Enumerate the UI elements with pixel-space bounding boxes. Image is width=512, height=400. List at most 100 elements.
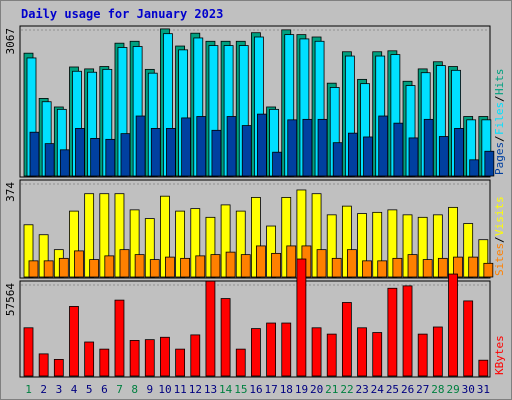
bar-pages-day-31 [484, 150, 495, 177]
bar-kbytes-day-18 [281, 322, 292, 377]
x-tick-label-day-24: 24 [371, 383, 385, 396]
bar-visits-day-10 [160, 195, 170, 278]
bar-sites-day-31 [483, 262, 494, 278]
bar-pages-day-13 [211, 129, 222, 177]
bar-kbytes-day-24 [372, 332, 383, 377]
bar-pages-day-5 [90, 137, 101, 177]
bar-kbytes-day-17 [266, 322, 276, 377]
bar-visits-day-17 [266, 225, 276, 278]
x-tick-label-day-7: 7 [116, 383, 123, 396]
bar-pages-day-29 [454, 127, 464, 177]
legend-separator: / [493, 135, 506, 142]
bar-pages-day-27 [423, 118, 434, 177]
bar-kbytes-day-14 [220, 298, 231, 377]
bar-pages-day-23 [363, 136, 373, 177]
y-max-label: 374 [4, 182, 17, 202]
x-tick-label-day-5: 5 [86, 383, 93, 396]
bar-sites-day-24 [377, 260, 388, 278]
bar-visits-day-24 [372, 211, 383, 278]
bar-sites-day-6 [104, 255, 115, 278]
bar-pages-day-9 [150, 127, 161, 177]
x-tick-label-day-2: 2 [40, 383, 47, 396]
bar-kbytes-day-19 [296, 258, 307, 377]
bar-sites-day-29 [453, 256, 463, 278]
legend-hits: Hits [493, 69, 506, 96]
panel-frame-top [19, 25, 491, 178]
bar-kbytes-day-9 [144, 339, 155, 377]
bar-sites-day-28 [437, 257, 448, 278]
bar-sites-day-9 [149, 259, 160, 278]
bar-kbytes-day-1 [23, 327, 34, 377]
bar-pages-day-1 [29, 131, 40, 177]
bar-visits-day-27 [417, 216, 428, 278]
bar-visits-day-5 [84, 193, 95, 278]
bar-visits-day-25 [387, 209, 398, 278]
bar-pages-day-15 [241, 125, 252, 177]
bar-pages-day-30 [469, 159, 480, 177]
legend-separator: / [493, 95, 506, 102]
bar-visits-day-21 [326, 214, 337, 278]
bar-kbytes-day-8 [129, 340, 140, 377]
x-tick-label-day-21: 21 [325, 383, 338, 396]
bar-kbytes-day-13 [205, 280, 216, 377]
bar-sites-day-8 [134, 254, 145, 278]
x-tick-label-day-12: 12 [189, 383, 202, 396]
bar-sites-day-5 [89, 259, 100, 278]
bar-visits-day-12 [190, 208, 201, 278]
x-tick-label-day-8: 8 [131, 383, 138, 396]
bar-kbytes-day-22 [341, 302, 352, 377]
bar-kbytes-day-27 [417, 333, 428, 377]
bar-kbytes-day-26 [402, 285, 413, 377]
bar-sites-day-21 [331, 257, 342, 278]
bar-visits-day-28 [432, 214, 443, 278]
bar-visits-day-9 [144, 218, 155, 278]
bar-pages-day-18 [287, 119, 298, 177]
x-tick-label-day-30: 30 [462, 383, 475, 396]
bar-pages-day-19 [302, 118, 313, 177]
bar-visits-day-31 [478, 239, 489, 278]
bar-sites-day-30 [468, 256, 479, 278]
bar-pages-day-8 [135, 115, 146, 177]
bar-pages-day-20 [317, 118, 328, 177]
bar-pages-day-2 [44, 143, 55, 177]
panel-frame-middle [19, 179, 491, 279]
bar-sites-day-16 [256, 245, 266, 278]
legend-files: Files [493, 102, 506, 135]
x-tick-label-day-10: 10 [158, 383, 171, 396]
x-tick-label-day-15: 15 [234, 383, 247, 396]
chart-title: Daily usage for January 2023 [21, 7, 224, 21]
bar-sites-day-3 [58, 257, 69, 278]
bar-sites-day-14 [225, 251, 236, 278]
bar-visits-day-14 [220, 204, 231, 278]
bar-pages-day-6 [105, 138, 116, 177]
x-tick-label-day-18: 18 [280, 383, 293, 396]
bar-sites-day-13 [210, 254, 221, 278]
bar-kbytes-day-31 [478, 359, 489, 377]
x-tick-label-day-14: 14 [219, 383, 233, 396]
x-tick-label-day-13: 13 [204, 383, 217, 396]
bar-sites-day-23 [362, 260, 372, 278]
bar-pages-day-17 [272, 151, 282, 177]
bar-visits-day-6 [99, 193, 110, 278]
legend-sites: Sites [493, 243, 506, 276]
bar-pages-day-4 [75, 127, 85, 177]
bar-kbytes-day-3 [53, 359, 64, 377]
bar-sites-day-17 [271, 252, 281, 278]
x-tick-label-day-29: 29 [446, 383, 459, 396]
bar-pages-day-11 [181, 117, 192, 177]
x-tick-label-day-22: 22 [340, 383, 353, 396]
bar-visits-day-4 [69, 210, 79, 278]
panel-frame-bottom [19, 280, 491, 378]
bar-kbytes-day-25 [387, 287, 398, 377]
bar-pages-day-24 [378, 115, 389, 177]
x-tick-label-day-19: 19 [295, 383, 308, 396]
bar-visits-day-22 [341, 205, 352, 278]
x-tick-label-day-28: 28 [431, 383, 444, 396]
bar-kbytes-day-30 [463, 300, 474, 377]
bar-sites-day-12 [195, 255, 206, 278]
bar-sites-day-11 [180, 257, 191, 278]
bar-sites-day-26 [407, 254, 418, 278]
bar-pages-day-26 [408, 137, 419, 177]
x-tick-label-day-6: 6 [101, 383, 108, 396]
